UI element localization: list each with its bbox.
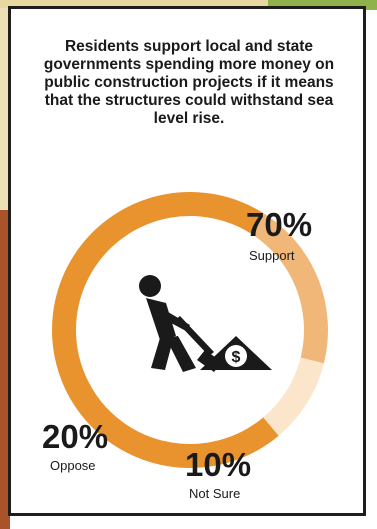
donut-slice-not-sure xyxy=(263,357,324,436)
value-label-support: 70% xyxy=(246,206,313,243)
dollar-glyph: $ xyxy=(232,349,241,366)
category-label-not-sure: Not Sure xyxy=(189,486,241,501)
chart-headline: Residents support local and state govern… xyxy=(43,38,335,127)
category-label-support: Support xyxy=(249,248,295,263)
construction-worker-shoveling-money-icon: $ xyxy=(139,275,272,372)
background-edge-left xyxy=(0,210,10,529)
donut-slice-oppose xyxy=(250,212,328,364)
background-edge-top-green xyxy=(268,0,377,10)
background-edge-top xyxy=(0,0,377,8)
category-label-oppose: Oppose xyxy=(50,458,96,473)
background-edge-left-top xyxy=(0,0,10,210)
donut-slices xyxy=(52,192,328,468)
donut-slice-support xyxy=(52,192,279,468)
value-label-oppose: 20% xyxy=(42,418,109,455)
value-label-not-sure: 10% xyxy=(185,446,252,483)
